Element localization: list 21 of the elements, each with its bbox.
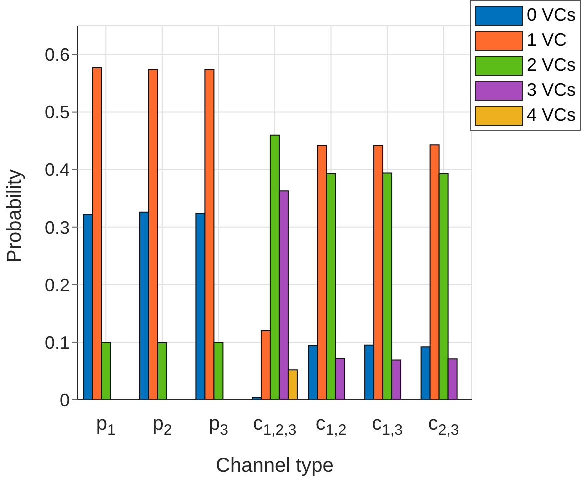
- x-tick-label: p$_{3}$: [208, 413, 228, 438]
- y-tick-label: 0.4: [44, 160, 70, 180]
- x-axis-title: Channel type: [216, 455, 334, 477]
- x-tick-label: p$_{2}$: [152, 413, 172, 438]
- y-tick-label: 0.2: [44, 275, 70, 296]
- x-tick-label: c$_{1,3}$: [372, 413, 403, 438]
- legend-label: 4 VCs: [526, 105, 576, 126]
- legend-label: 1 VC: [526, 30, 567, 51]
- y-tick-label: 0.1: [44, 332, 70, 353]
- y-tick-label: 0.6: [44, 45, 70, 66]
- legend-label: 0 VCs: [526, 5, 576, 26]
- x-tick-label: c$_{1,2}$: [316, 413, 347, 438]
- legend-label: 2 VCs: [526, 55, 576, 76]
- x-tick-label: p$_{1}$: [96, 413, 116, 438]
- x-tick-label: c$_{2,3}$: [428, 413, 460, 438]
- y-tick-label: 0: [60, 390, 70, 410]
- y-tick-label: 0.3: [44, 218, 70, 238]
- legend-label: 3 VCs: [526, 80, 576, 101]
- x-tick-label: c$_{1,2,3}$: [253, 413, 297, 438]
- y-axis-title: Probability: [4, 170, 26, 263]
- y-tick-label: 0.5: [44, 102, 70, 123]
